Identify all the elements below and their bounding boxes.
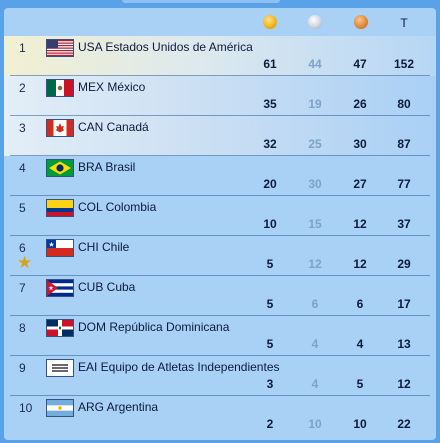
chile-flag-icon — [46, 239, 74, 257]
country-name: DOM República Dominicana — [78, 320, 230, 334]
table-row[interactable]: 5 COL Colombia 10 15 12 37 — [4, 196, 436, 236]
table-row[interactable]: 3 CAN Canadá 32 25 30 87 — [4, 116, 436, 156]
silver-count: 6 — [311, 297, 319, 311]
total-count: 80 — [397, 97, 411, 111]
table-row[interactable]: 1 USA Estados Unidos de América 61 44 47… — [4, 36, 436, 76]
rank: 3 — [19, 121, 26, 135]
rank: 6 — [19, 241, 26, 255]
silver-count: 12 — [308, 257, 322, 271]
rank: 10 — [19, 401, 33, 415]
total-count: 12 — [397, 377, 411, 391]
mexico-flag-icon — [46, 79, 74, 97]
row-divider — [10, 155, 430, 156]
top-scroll-indicator — [122, 0, 280, 3]
row-divider — [10, 115, 430, 116]
colombia-flag-icon — [46, 199, 74, 217]
total-count: 37 — [397, 217, 411, 231]
table-row[interactable]: 2 MEX México 35 19 26 80 — [4, 76, 436, 116]
row-divider — [10, 235, 430, 236]
rank: 4 — [19, 161, 26, 175]
row-divider — [10, 75, 430, 76]
gold-count: 3 — [266, 377, 274, 391]
rank: 9 — [19, 361, 26, 375]
total-count: 22 — [397, 417, 411, 431]
country-name: CHI Chile — [78, 240, 130, 254]
silver-count: 4 — [311, 337, 319, 351]
silver-medal-icon — [308, 15, 322, 29]
bronze-count: 12 — [353, 217, 367, 231]
brazil-flag-icon — [46, 159, 74, 177]
total-count: 152 — [393, 57, 415, 71]
argentina-flag-icon — [46, 399, 74, 417]
country-name: CAN Canadá — [78, 120, 149, 134]
canada-flag-icon — [46, 119, 74, 137]
row-divider — [10, 315, 430, 316]
gold-count: 5 — [266, 297, 274, 311]
table-row[interactable]: 4 BRA Brasil 20 30 27 77 — [4, 156, 436, 196]
gold-count: 20 — [263, 177, 277, 191]
country-name: USA Estados Unidos de América — [78, 40, 253, 54]
gold-count: 2 — [266, 417, 274, 431]
bronze-count: 30 — [353, 137, 367, 151]
bronze-count: 26 — [353, 97, 367, 111]
silver-count: 19 — [308, 97, 322, 111]
country-name: MEX México — [78, 80, 146, 94]
silver-count: 30 — [308, 177, 322, 191]
row-divider — [10, 275, 430, 276]
bronze-count: 5 — [356, 377, 364, 391]
bronze-count: 47 — [353, 57, 367, 71]
row-divider — [10, 355, 430, 356]
table-row[interactable]: 10 ARG Argentina 2 10 10 22 — [4, 396, 436, 436]
table-row[interactable]: 9 EAI Equipo de Atletas Independientes 3… — [4, 356, 436, 396]
country-name: EAI Equipo de Atletas Independientes — [78, 360, 280, 374]
silver-count: 15 — [308, 217, 322, 231]
gold-count: 32 — [263, 137, 277, 151]
medal-table: T 1 USA Estados Unidos de América 61 44 … — [4, 8, 436, 440]
bronze-medal-icon — [354, 15, 368, 29]
country-name: COL Colombia — [78, 200, 157, 214]
total-count: 87 — [397, 137, 411, 151]
total-column-header: T — [400, 16, 408, 30]
total-count: 17 — [397, 297, 411, 311]
silver-count: 10 — [308, 417, 322, 431]
country-name: BRA Brasil — [78, 160, 136, 174]
bronze-count: 6 — [356, 297, 364, 311]
row-divider — [10, 395, 430, 396]
gold-count: 10 — [263, 217, 277, 231]
country-name: ARG Argentina — [78, 400, 159, 414]
gold-medal-icon — [263, 15, 277, 29]
rank: 2 — [19, 81, 26, 95]
country-name: CUB Cuba — [78, 280, 136, 294]
bronze-count: 27 — [353, 177, 367, 191]
cuba-flag-icon — [46, 279, 74, 297]
table-row[interactable]: 8 DOM República Dominicana 5 4 4 13 — [4, 316, 436, 356]
bronze-count: 12 — [353, 257, 367, 271]
gold-count: 5 — [266, 257, 274, 271]
total-count: 29 — [397, 257, 411, 271]
table-row[interactable]: 6 ★ CHI Chile 5 12 12 29 — [4, 236, 436, 276]
rank: 5 — [19, 201, 26, 215]
rank: 8 — [19, 321, 26, 335]
gold-count: 5 — [266, 337, 274, 351]
bronze-count: 10 — [353, 417, 367, 431]
total-count: 13 — [397, 337, 411, 351]
row-divider — [10, 195, 430, 196]
gold-count: 61 — [263, 57, 277, 71]
bronze-count: 4 — [356, 337, 364, 351]
rank: 7 — [19, 281, 26, 295]
rank: 1 — [19, 41, 26, 55]
medal-table-header: T — [4, 8, 436, 36]
silver-count: 44 — [308, 57, 322, 71]
usa-flag-icon — [46, 39, 74, 57]
dominican-republic-flag-icon — [46, 319, 74, 337]
silver-count: 4 — [311, 377, 319, 391]
total-count: 77 — [397, 177, 411, 191]
gold-count: 35 — [263, 97, 277, 111]
table-row[interactable]: 7 CUB Cuba 5 6 6 17 — [4, 276, 436, 316]
star-icon: ★ — [17, 253, 33, 272]
silver-count: 25 — [308, 137, 322, 151]
independent-athletes-flag-icon — [46, 359, 74, 377]
